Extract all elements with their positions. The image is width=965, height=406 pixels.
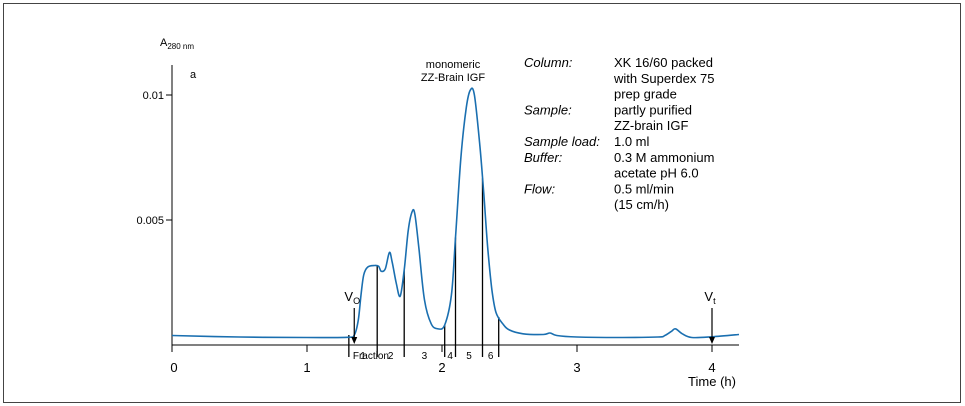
y-tick-label: 0.005: [136, 215, 164, 227]
condition-value: 0.5 ml/min: [614, 181, 674, 196]
condition-value: with Superdex 75: [613, 71, 714, 86]
marker-arrow-head: [351, 337, 358, 344]
condition-value: prep grade: [614, 87, 677, 102]
y-tick-label: 0.01: [143, 90, 164, 102]
condition-key: Buffer:: [524, 150, 563, 165]
fraction-label: 6: [488, 351, 494, 362]
x-tick-label: 4: [708, 360, 715, 375]
peak-annotation-line: ZZ-Brain IGF: [421, 72, 485, 84]
condition-value: 1.0 ml: [614, 134, 650, 149]
y-axis-label-sub: 280 nm: [167, 42, 194, 51]
x-tick-label: 2: [438, 360, 445, 375]
fraction-label: 4: [447, 351, 453, 362]
condition-key: Sample:: [524, 102, 572, 117]
marker-label-sub: t: [713, 296, 716, 306]
x-tick-label: 3: [573, 360, 580, 375]
condition-value: (15 cm/h): [614, 197, 669, 212]
x-axis-label: Time (h): [688, 374, 736, 389]
marker-arrow-head: [709, 337, 715, 344]
condition-value: 0.3 M ammonium: [614, 150, 714, 165]
marker-label: Vt: [704, 289, 716, 306]
marker-label-sub: O: [353, 296, 360, 306]
condition-value: XK 16/60 packed: [614, 55, 713, 70]
marker-label: VO: [344, 289, 360, 306]
fraction-label: 5: [466, 351, 472, 362]
absorbance-trace: [171, 87, 740, 339]
y-axis-label: A280 nm: [160, 37, 194, 51]
condition-value: ZZ-brain IGF: [614, 118, 688, 133]
condition-key: Column:: [524, 55, 573, 70]
fraction-label: 3: [422, 351, 428, 362]
x-tick-label: 0: [170, 360, 177, 375]
condition-value: acetate pH 6.0: [614, 166, 699, 181]
condition-key: Flow:: [524, 181, 555, 196]
condition-key: Sample load:: [524, 134, 600, 149]
fraction-label: 2: [388, 351, 394, 362]
condition-value: partly purified: [614, 102, 692, 117]
fraction-label: 1: [360, 351, 366, 362]
x-tick-label: 1: [303, 360, 310, 375]
peak-annotation-line: monomeric: [426, 59, 481, 71]
fraction-axis-label: Fraction: [353, 351, 389, 362]
panel-label: a: [190, 69, 197, 81]
